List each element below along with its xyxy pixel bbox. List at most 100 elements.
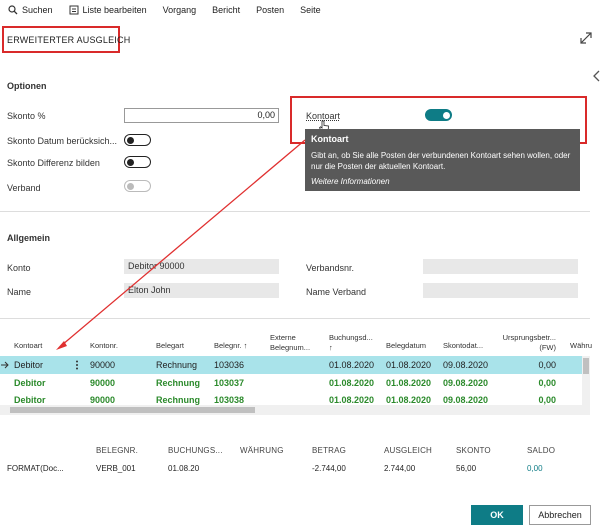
verbandsnr-value	[423, 259, 578, 274]
sum-header-betrag: BETRAG	[312, 446, 347, 455]
sum-header-ausgleich: AUSGLEICH	[384, 446, 433, 455]
menu-edit-list[interactable]: Liste bearbeiten	[69, 5, 147, 15]
options-heading: Optionen	[7, 81, 47, 91]
skonto-input[interactable]: 0,00	[124, 108, 279, 123]
col-externe-line1: Externe	[270, 333, 296, 342]
table-scrollbar-h[interactable]	[0, 405, 590, 415]
col-ursprung-line2: (FW)	[539, 343, 556, 352]
cell-belegnr: 103036	[214, 360, 245, 370]
cell-belegdatum: 01.08.2020	[386, 395, 432, 405]
menu-search-label: Suchen	[22, 5, 53, 15]
col-ursprung-line1: Ursprungsbetr...	[502, 333, 556, 342]
verband-toggle	[124, 180, 151, 192]
cell-kontonr: 90000	[90, 378, 116, 388]
cell-skontodatum: 09.08.2020	[443, 378, 489, 388]
edit-list-icon	[69, 5, 79, 15]
skonto-datum-label: Skonto Datum berücksich...	[7, 136, 118, 146]
cell-betrag: 0,00	[538, 360, 556, 370]
tooltip-more-link[interactable]: Weitere Informationen	[311, 177, 390, 186]
search-icon	[8, 5, 18, 15]
menu-search[interactable]: Suchen	[8, 5, 53, 15]
col-buchungsdatum-line1: Buchungsd...	[329, 333, 373, 342]
sum-header-belegnr: BELEGNR.	[96, 446, 139, 455]
name-label: Name	[7, 287, 32, 297]
table-row[interactable]: Debitor 90000 Rechnung 103036 01.08.2020…	[0, 356, 590, 374]
menu-bericht-label: Bericht	[212, 5, 241, 15]
menu-vorgang[interactable]: Vorgang	[163, 5, 197, 15]
sum-label: FORMAT(Doc...	[7, 464, 64, 473]
menu-seite[interactable]: Seite	[300, 5, 321, 15]
cell-belegdatum: 01.08.2020	[386, 378, 432, 388]
name-verband-label: Name Verband	[306, 287, 367, 297]
cell-kontoart: Debitor	[14, 395, 46, 405]
cell-betrag: 0,00	[538, 378, 556, 388]
col-kontoart[interactable]: Kontoart	[14, 341, 43, 350]
cell-belegart: Rechnung	[156, 395, 200, 405]
tooltip-title: Kontoart	[311, 134, 349, 144]
skonto-datum-toggle[interactable]	[124, 134, 151, 146]
cell-skontodatum: 09.08.2020	[443, 395, 489, 405]
sum-header-buchungs: BUCHUNGS...	[168, 446, 223, 455]
sum-buchungsdatum: 01.08.20	[168, 464, 200, 473]
kontoart-tooltip: Kontoart Gibt an, ob Sie alle Posten der…	[305, 129, 580, 191]
page-title: ERWEITERTER AUSGLEICH	[7, 35, 131, 45]
col-skontodatum[interactable]: Skontodat...	[443, 341, 484, 350]
table-row[interactable]: Debitor 90000 Rechnung 103037 01.08.2020…	[0, 374, 590, 392]
konto-label: Konto	[7, 263, 31, 273]
table-row[interactable]: Debitor 90000 Rechnung 103038 01.08.2020…	[0, 391, 590, 409]
expand-icon[interactable]	[579, 31, 593, 45]
col-buchungsdatum[interactable]: Buchungsd... ↑	[329, 333, 373, 353]
sum-header-wahrung: WÄHRUNG	[240, 446, 284, 455]
col-wahrung[interactable]: Währu	[570, 341, 593, 350]
col-externe[interactable]: Externe Belegnum...	[270, 333, 310, 353]
menu-posten-label: Posten	[256, 5, 285, 15]
cell-belegart: Rechnung	[156, 360, 198, 370]
menu-edit-list-label: Liste bearbeiten	[82, 5, 147, 15]
tooltip-body: Gibt an, ob Sie alle Posten der verbunde…	[311, 151, 571, 171]
cell-buchungsdatum: 01.08.2020	[329, 378, 375, 388]
kontoart-toggle[interactable]	[425, 109, 452, 121]
cell-belegart: Rechnung	[156, 378, 200, 388]
cell-kontoart: Debitor	[14, 378, 46, 388]
col-belegdatum[interactable]: Belegdatum	[386, 341, 427, 350]
row-indicator-icon	[1, 361, 9, 369]
menu-vorgang-label: Vorgang	[162, 5, 197, 15]
col-kontonr[interactable]: Kontonr.	[90, 341, 118, 350]
verbandsnr-label: Verbandsnr.	[306, 263, 355, 273]
general-heading: Allgemein	[7, 233, 51, 243]
cell-belegnr: 103038	[214, 395, 245, 405]
cell-belegnr: 103037	[214, 378, 245, 388]
menu-posten[interactable]: Posten	[256, 5, 284, 15]
table-divider	[0, 318, 590, 319]
kontoart-label[interactable]: Kontoart	[306, 111, 341, 121]
skonto-differenz-toggle[interactable]	[124, 156, 151, 168]
menu-bar: Suchen Liste bearbeiten Vorgang Bericht …	[0, 0, 603, 20]
sum-betrag: -2.744,00	[312, 464, 346, 473]
cell-skontodatum: 09.08.2020	[443, 360, 489, 370]
sum-ausgleich: 2.744,00	[384, 464, 416, 473]
col-ursprungsbetrag[interactable]: Ursprungsbetr... (FW)	[500, 333, 556, 353]
sum-header-skonto: SKONTO	[456, 446, 491, 455]
sum-header-saldo: SALDO	[527, 446, 556, 455]
table-scrollbar-v[interactable]	[582, 356, 590, 405]
menu-seite-label: Seite	[300, 5, 321, 15]
ok-button[interactable]: OK	[471, 505, 523, 525]
cell-kontoart: Debitor	[14, 360, 44, 370]
menu-bericht[interactable]: Bericht	[212, 5, 240, 15]
row-menu-icon[interactable]	[75, 360, 79, 370]
skonto-differenz-label: Skonto Differenz bilden	[7, 158, 100, 168]
cell-betrag: 0,00	[538, 395, 556, 405]
col-belegart[interactable]: Belegart	[156, 341, 184, 350]
name-value: Elton John	[124, 283, 279, 298]
name-verband-value	[423, 283, 578, 298]
cell-belegdatum: 01.08.2020	[386, 360, 432, 370]
cell-buchungsdatum: 01.08.2020	[329, 360, 375, 370]
col-buchungsdatum-line2: ↑	[329, 343, 333, 352]
title-highlight	[2, 26, 120, 53]
col-belegnr[interactable]: Belegnr. ↑	[214, 341, 248, 350]
cell-kontonr: 90000	[90, 395, 116, 405]
chevron-left-icon[interactable]	[593, 70, 601, 82]
cancel-button[interactable]: Abbrechen	[529, 505, 591, 525]
cell-buchungsdatum: 01.08.2020	[329, 395, 375, 405]
